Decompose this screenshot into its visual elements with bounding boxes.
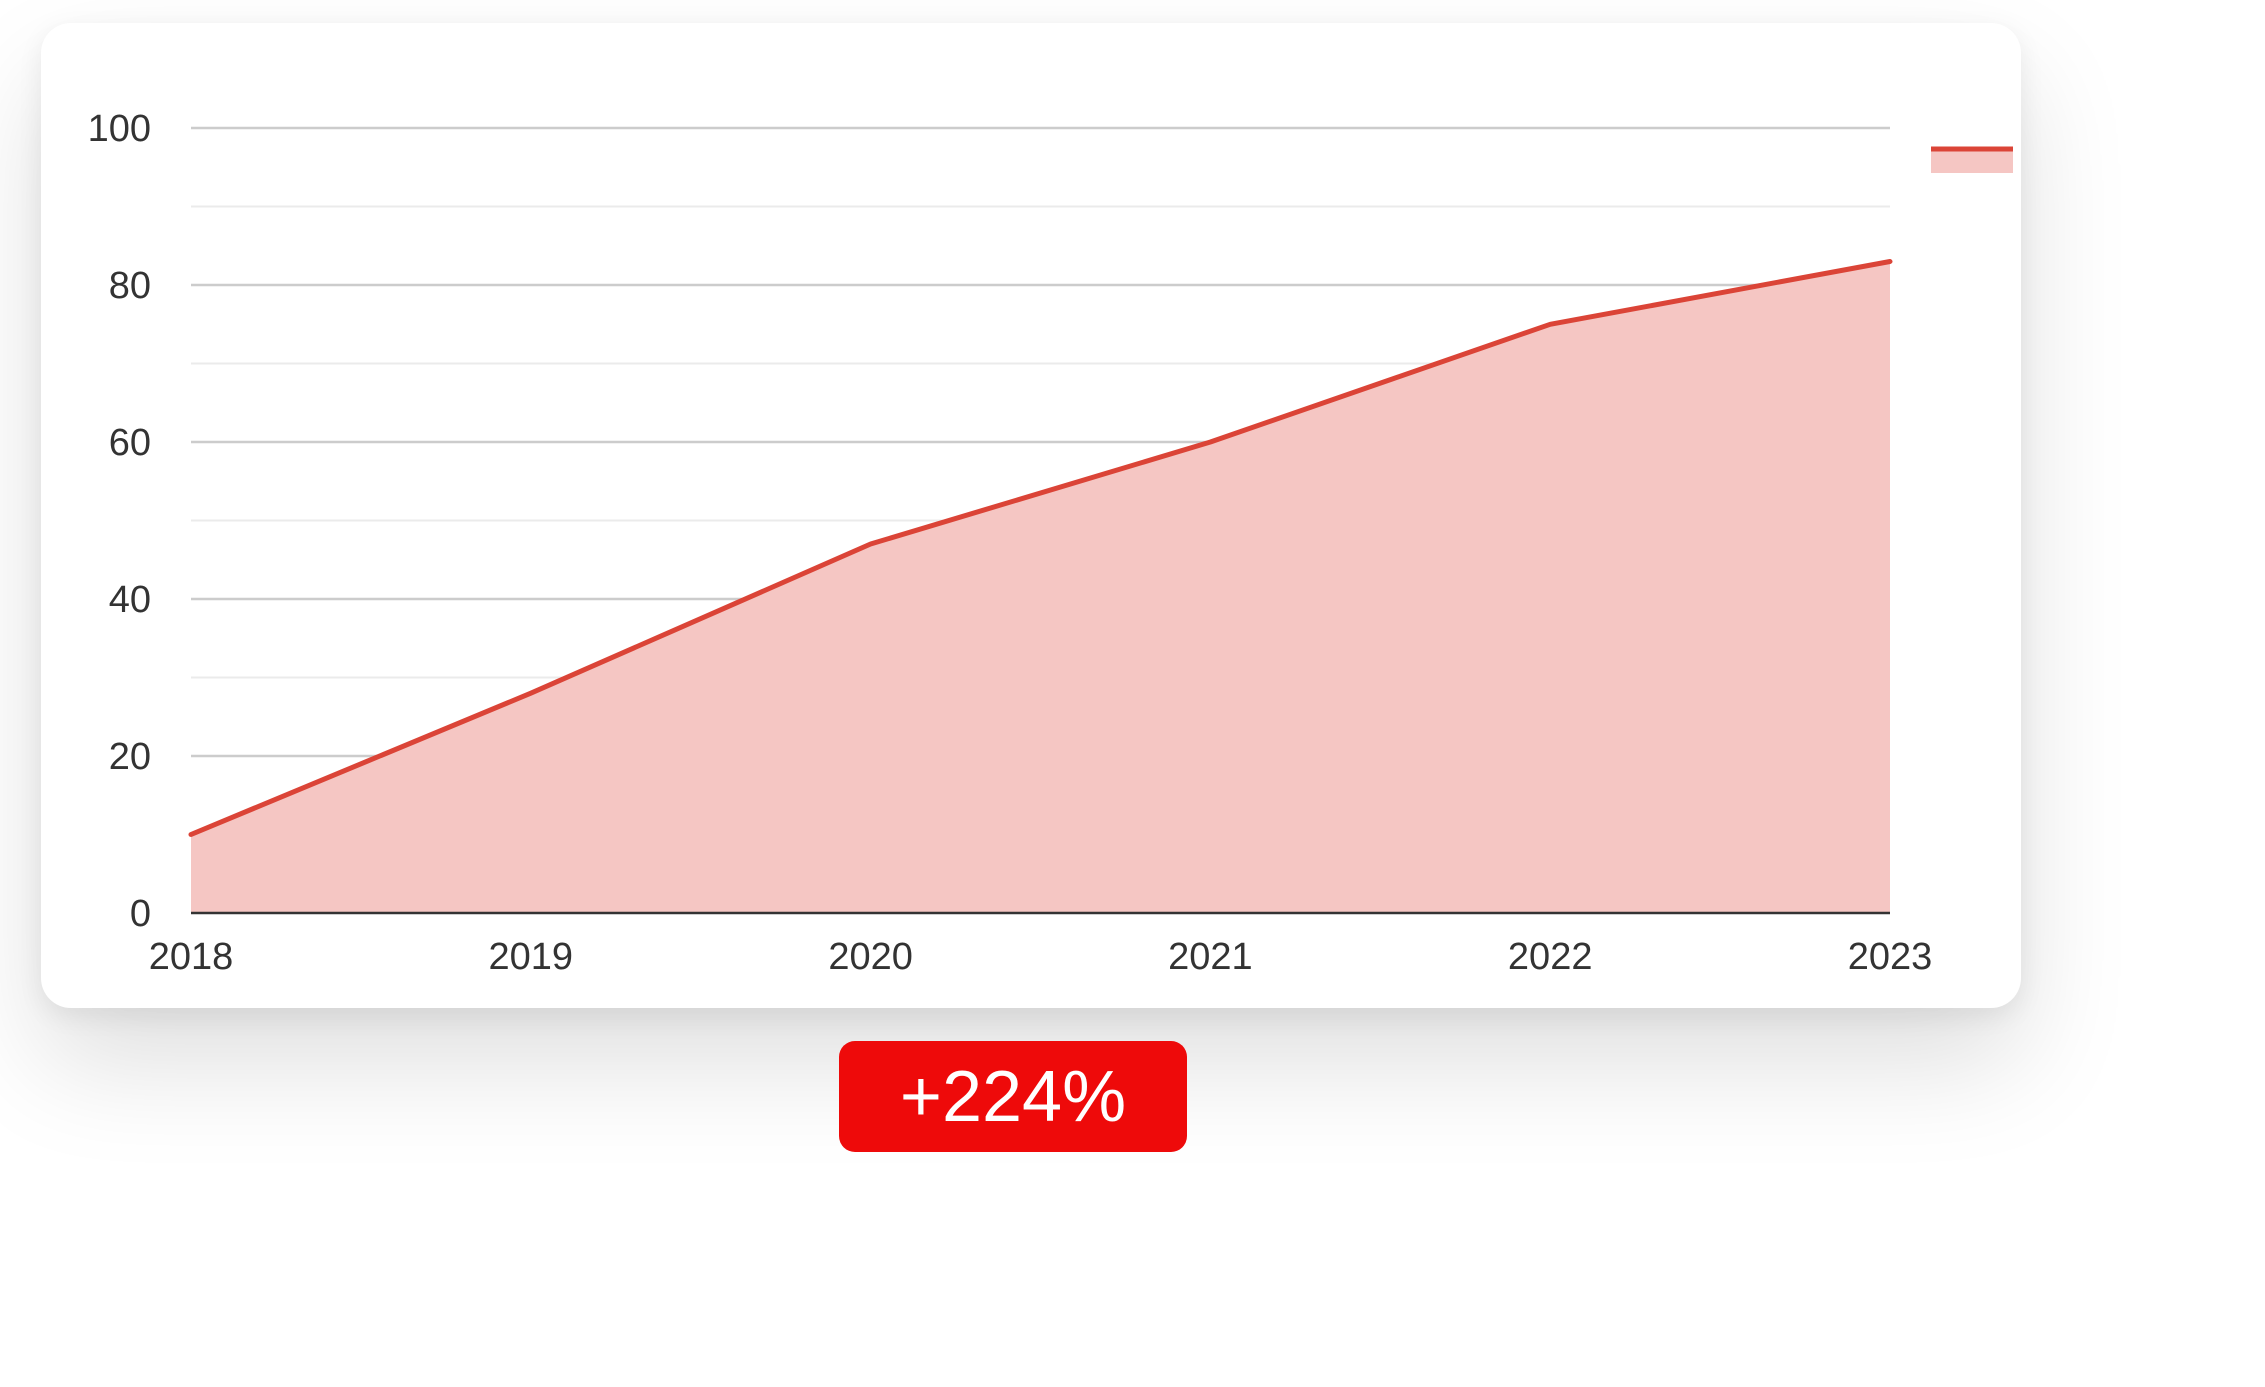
y-axis-labels: 0 20 40 60 80 100: [88, 108, 151, 935]
x-tick-label: 2023: [1848, 936, 1933, 978]
y-tick-label: 60: [109, 422, 151, 464]
x-tick-label: 2022: [1508, 936, 1593, 978]
area-layer: [188, 259, 1893, 913]
y-tick-label: 0: [130, 893, 151, 935]
y-tick-label: 100: [88, 108, 151, 150]
x-tick-label: 2019: [489, 936, 574, 978]
series-area: [191, 261, 1890, 913]
legend-swatch-area: [1931, 149, 2013, 173]
x-tick-label: 2018: [149, 936, 234, 978]
x-tick-label: 2020: [828, 936, 913, 978]
x-tick-label: 2021: [1168, 936, 1253, 978]
y-tick-label: 20: [109, 736, 151, 778]
area-chart: 0 20 40 60 80 100 2018 2019 2020 2021 2022 2023: [88, 108, 2013, 978]
x-axis-labels: 2018 2019 2020 2021 2022 2023: [149, 936, 1933, 978]
series-line: [188, 259, 1893, 837]
chart-card: 0 20 40 60 80 100 2018 2019 2020 2021 2022 2023: [41, 23, 2021, 1008]
y-tick-label: 40: [109, 579, 151, 621]
y-tick-label: 80: [109, 265, 151, 307]
growth-badge: +224%: [839, 1041, 1187, 1152]
legend[interactable]: [1931, 146, 2013, 173]
